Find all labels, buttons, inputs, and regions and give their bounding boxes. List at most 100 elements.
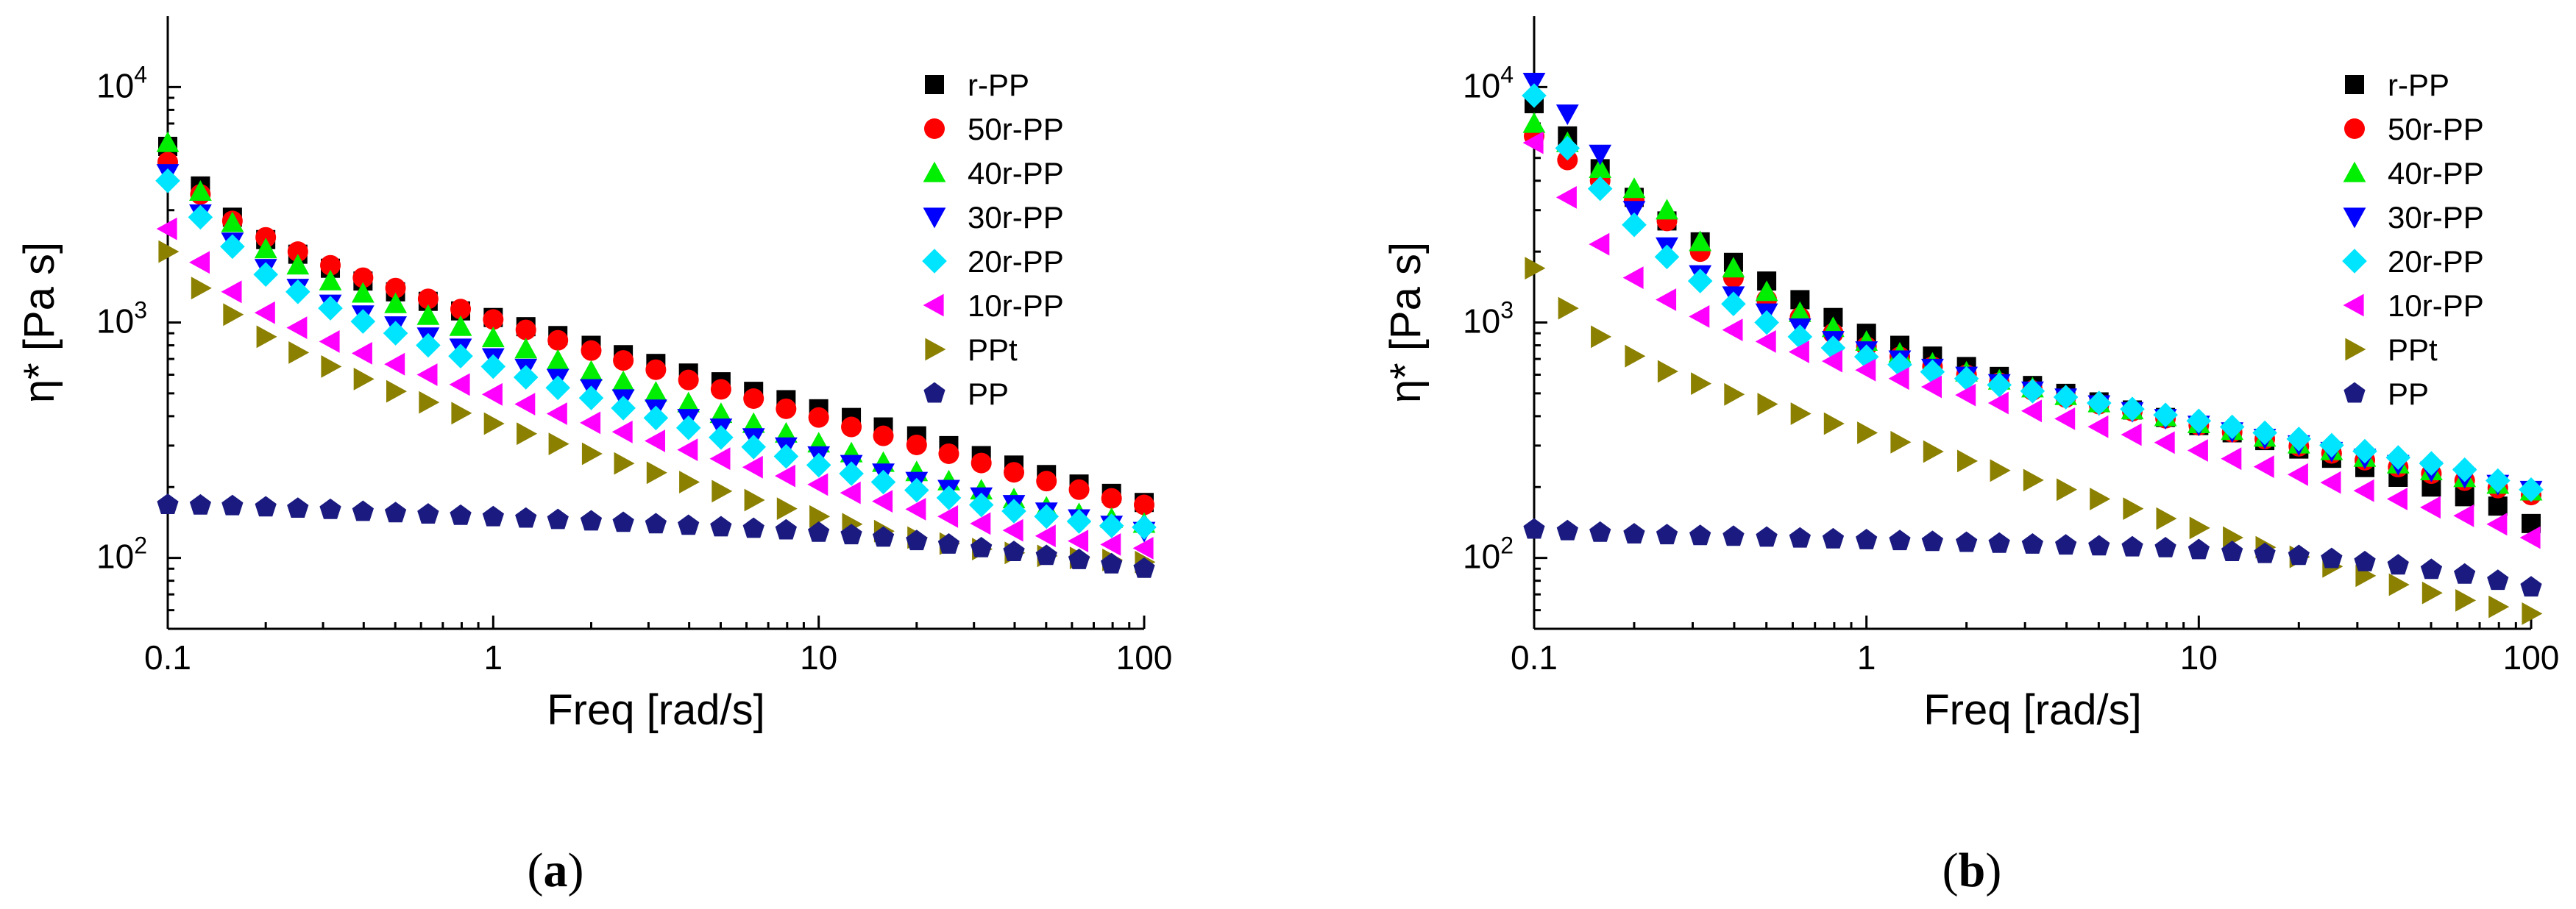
legend-label: r-PP: [2388, 68, 2449, 102]
data-point: [968, 492, 994, 518]
data-point: [1100, 533, 1121, 556]
data-point: [1990, 459, 2011, 482]
legend-marker: [2344, 118, 2365, 139]
legend-label: PPt: [2388, 332, 2438, 367]
data-point: [614, 452, 635, 475]
data-point: [448, 343, 473, 368]
data-point: [1522, 83, 1547, 108]
x-tick-label: 0.1: [144, 638, 191, 677]
x-tick-label: 1: [1857, 638, 1876, 677]
y-tick-label: 102: [1463, 532, 1514, 576]
series-PP: [157, 493, 1155, 578]
data-point: [872, 526, 895, 547]
data-point: [1954, 366, 1979, 391]
data-point: [419, 391, 440, 414]
legend-marker: [2342, 249, 2367, 274]
legend-marker: [922, 249, 947, 274]
data-point: [2455, 589, 2477, 612]
data-point: [483, 309, 504, 330]
data-point: [2020, 379, 2045, 404]
data-point: [221, 494, 244, 516]
legend-marker: [2343, 207, 2366, 229]
data-point: [2486, 513, 2508, 536]
data-point: [1789, 527, 1811, 548]
data-point: [450, 299, 472, 320]
data-point: [712, 480, 733, 503]
data-point: [1522, 131, 1544, 154]
data-point: [1034, 504, 1059, 530]
data-point: [873, 425, 894, 446]
data-point: [709, 402, 733, 424]
data-point: [1787, 324, 1813, 349]
series-20r-PP: [1522, 83, 2544, 502]
data-point: [221, 211, 244, 232]
data-point: [742, 455, 763, 479]
data-point: [1132, 515, 1157, 540]
data-point: [808, 521, 830, 542]
data-point: [2420, 496, 2441, 519]
data-point: [1856, 529, 1878, 549]
data-point: [1921, 375, 1942, 399]
data-point: [776, 497, 798, 520]
data-point: [776, 398, 797, 419]
data-point: [319, 498, 341, 519]
data-point: [775, 464, 795, 488]
data-point: [1101, 488, 1122, 509]
data-point: [1721, 291, 1746, 316]
data-point: [320, 254, 341, 276]
data-point: [450, 504, 472, 525]
data-point: [2154, 537, 2176, 557]
data-point: [1923, 440, 1944, 463]
data-point: [2522, 602, 2543, 625]
legend-marker: [924, 118, 945, 139]
data-point: [254, 238, 277, 259]
data-point: [1133, 557, 1155, 578]
data-point: [581, 340, 602, 361]
data-point: [1987, 391, 2009, 415]
data-point: [2021, 399, 2042, 423]
data-point: [416, 332, 441, 358]
data-point: [286, 254, 310, 275]
data-point: [155, 168, 180, 193]
series-PP: [1523, 518, 2542, 597]
data-point: [1657, 360, 1678, 383]
data-point: [2320, 471, 2341, 494]
data-point: [1822, 349, 1842, 373]
data-point: [2385, 445, 2411, 470]
data-point: [156, 131, 180, 152]
data-point: [2519, 526, 2541, 549]
data-point: [742, 412, 765, 433]
data-point: [1002, 518, 1023, 542]
data-point: [548, 432, 570, 455]
data-point: [678, 514, 700, 535]
data-point: [546, 402, 567, 425]
data-point: [1134, 494, 1154, 516]
data-point: [1589, 232, 1610, 256]
data-point: [2452, 457, 2477, 482]
data-point: [285, 279, 311, 304]
data-point: [971, 537, 993, 557]
data-point: [2187, 439, 2208, 462]
data-point: [1956, 531, 1978, 552]
panel-label-a: (a): [528, 844, 584, 897]
series-20r-PP: [155, 168, 1157, 540]
data-point: [1689, 524, 1711, 546]
data-point: [2154, 431, 2175, 454]
y-tick-label: 102: [96, 532, 147, 576]
data-point: [1035, 524, 1056, 548]
data-point: [451, 402, 472, 425]
data-point: [288, 341, 310, 364]
data-point: [1689, 305, 1710, 328]
data-point: [840, 524, 862, 545]
data-point: [2488, 496, 2508, 516]
data-point: [2090, 488, 2111, 510]
chart-panel-a: 0.1 1 10 100 102 103 104 Freq [rad/s] η* [Pa s] r…: [15, 16, 1172, 897]
y-tick-label: 104: [96, 61, 147, 104]
data-point: [1591, 325, 1612, 349]
data-point: [2388, 573, 2410, 596]
data-point: [775, 518, 797, 540]
data-point: [321, 355, 342, 378]
y-axis-label: η* [Pa s]: [1382, 242, 1430, 403]
data-point: [156, 217, 177, 240]
x-tick-label: 100: [2503, 638, 2560, 677]
